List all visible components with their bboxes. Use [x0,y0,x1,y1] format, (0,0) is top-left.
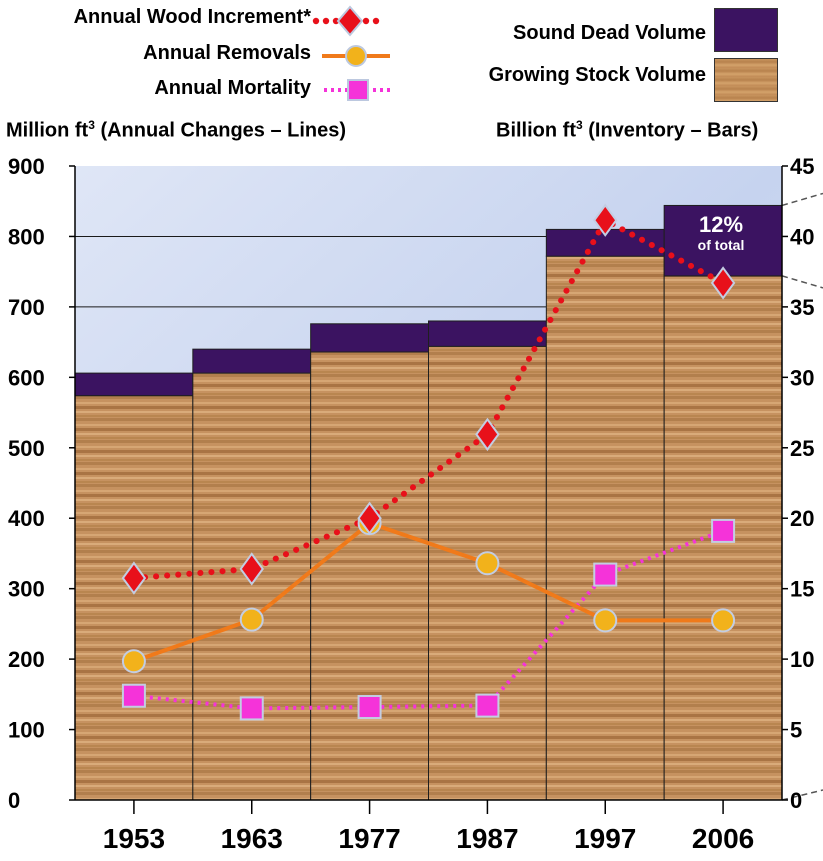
left-tick-label: 0 [8,788,20,813]
legend-swatch-dead-volume [714,8,778,52]
legend-label-wood-increment: Annual Wood Increment* [73,6,311,28]
left-tick-label: 100 [8,718,45,743]
removals-line [133,520,724,664]
callout-text: of total [697,237,745,253]
right-tick-label: 25 [790,436,814,461]
x-tick-label: 1953 [103,823,165,854]
wood-increment-marker [593,203,618,237]
right-tick-label: 45 [790,154,814,179]
removals-marker [475,551,500,576]
bar-growing-stock [310,351,429,801]
mortality-marker [121,683,146,708]
left-tick-label: 700 [8,295,45,320]
left-axis-title: Million ft3 (Annual Changes – Lines) [6,118,347,142]
wood-increment-marker [710,266,736,300]
mortality-marker [711,518,736,543]
legend-marker-wood-increment [312,5,380,37]
callout-leader-base [781,789,823,801]
legend-label-removals: Annual Removals [143,42,311,64]
x-tick-label: 1987 [456,823,518,854]
mortality-marker [593,562,618,587]
legend-label-mortality: Annual Mortality [154,77,311,99]
legend-label-growing-volume: Growing Stock Volume [488,64,706,86]
right-tick-label: 0 [790,788,802,813]
bar-sound-dead [310,323,429,353]
right-tick-label: 30 [790,365,814,390]
mortality-marker [357,695,382,720]
legend-label-dead-volume: Sound Dead Volume [513,22,706,44]
removals-marker [239,607,264,632]
bar-sound-dead [663,204,783,277]
left-tick-label: 400 [8,506,45,531]
x-tick-label: 1977 [338,823,400,854]
right-tick-label: 35 [790,295,814,320]
legend-marker-mortality [324,79,392,101]
x-tick-label: 1997 [574,823,636,854]
x-tick-label: 2006 [692,823,754,854]
wood-increment-line [130,216,727,582]
legend-marker-removals [322,45,390,67]
bar-sound-dead [192,348,312,374]
removals-marker [593,608,618,633]
x-tick-label: 1963 [221,823,283,854]
bar-sound-dead [428,320,547,347]
removals-marker [711,608,736,633]
left-tick-label: 600 [8,365,45,390]
bar-sound-dead [74,372,194,397]
bar-growing-stock [74,395,194,801]
wood-increment-marker [121,561,147,595]
callout-leader-bottom [781,275,823,289]
left-tick-label: 500 [8,436,45,461]
callout-leader-top [781,192,823,207]
callout-12-percent: 12% of total [676,212,766,254]
right-tick-label: 15 [790,577,814,602]
left-tick-label: 200 [8,647,45,672]
callout-percent: 12% [698,212,744,237]
bar-growing-stock [545,255,665,801]
right-tick-label: 20 [790,506,814,531]
wood-increment-marker [239,552,264,586]
left-tick-label: 800 [8,224,45,249]
wood-increment-marker [475,417,500,452]
left-tick-label: 300 [8,577,45,602]
right-axis-title: Billion ft3 (Inventory – Bars) [496,118,759,142]
right-tick-label: 5 [790,718,802,743]
removals-marker [121,649,146,674]
mortality-marker [239,696,264,721]
legend-swatch-growing-volume [714,58,778,102]
right-tick-label: 10 [790,647,814,672]
left-tick-label: 900 [8,154,45,179]
right-tick-label: 40 [790,224,814,249]
wood-increment-marker [357,501,382,535]
mortality-line [133,529,724,711]
mortality-marker [475,693,500,718]
